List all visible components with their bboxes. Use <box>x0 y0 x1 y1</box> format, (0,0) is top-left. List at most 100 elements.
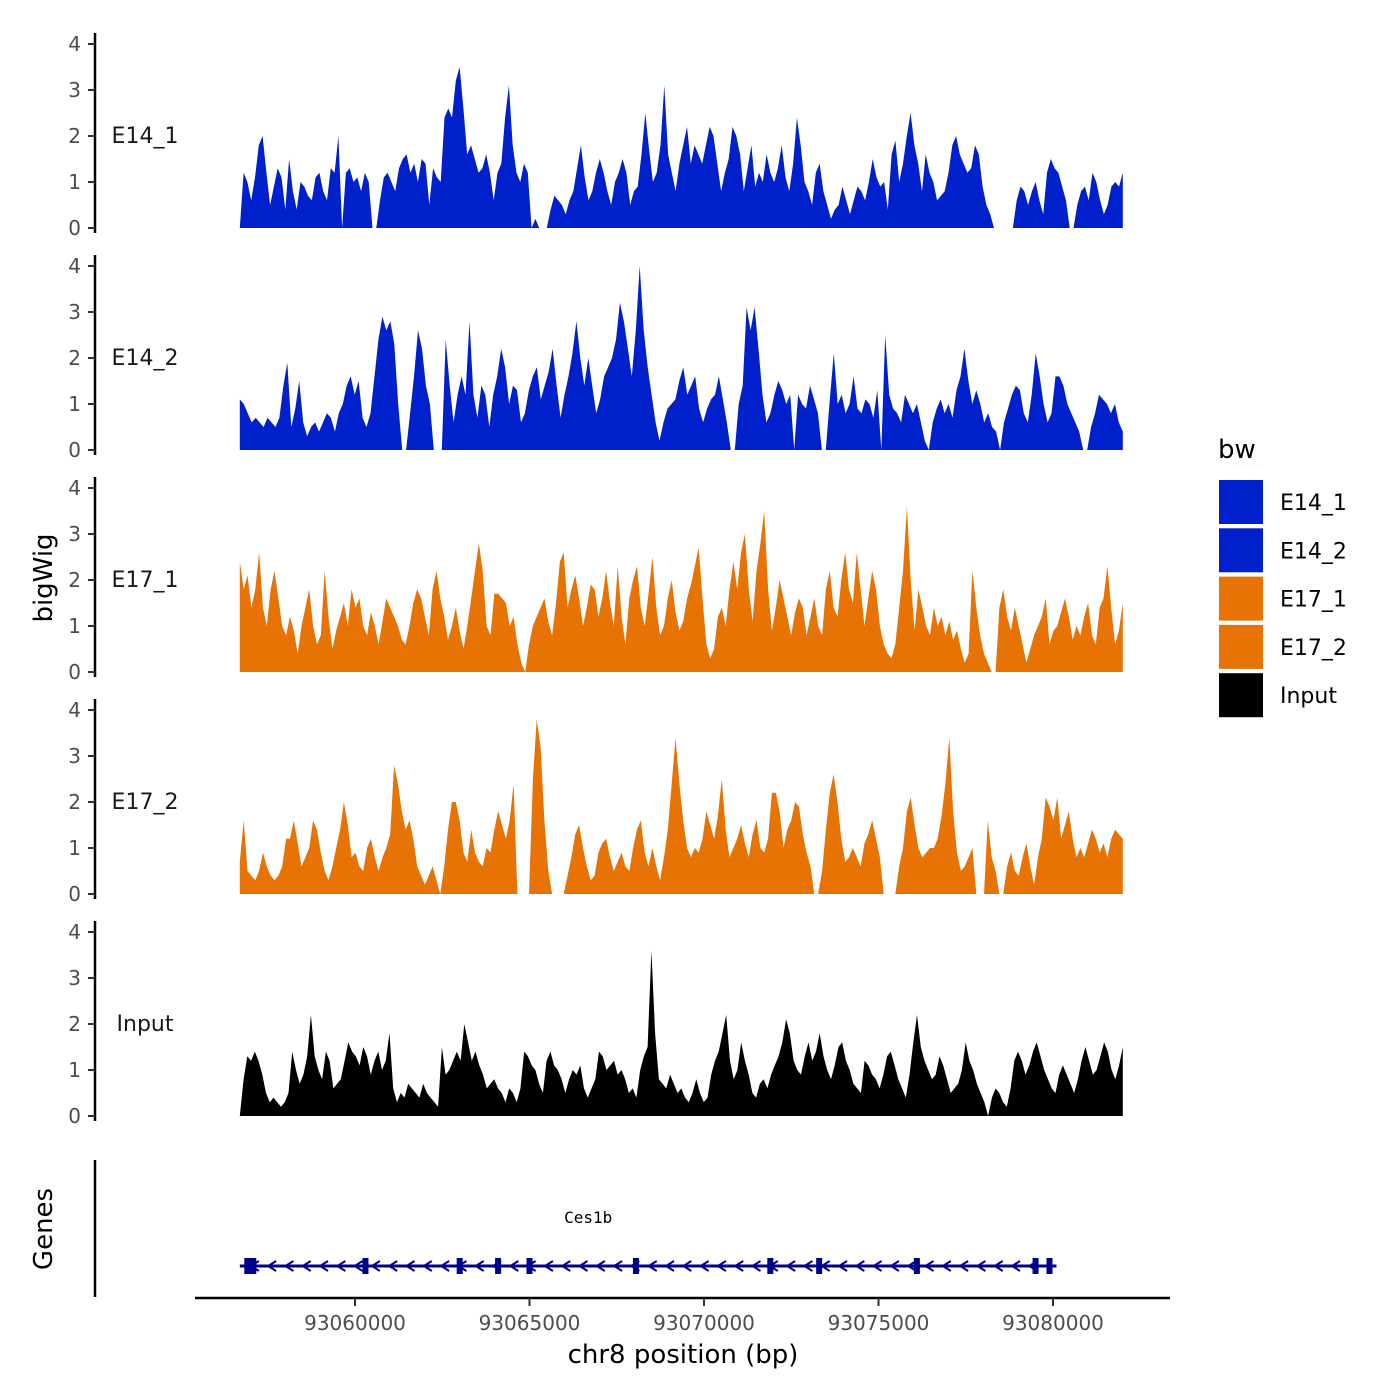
y-tick-label: 3 <box>68 78 81 102</box>
coverage-area-input <box>239 950 1123 1116</box>
y-tick-label: 1 <box>68 170 81 194</box>
gene-model-ces1b: Ces1b <box>239 1208 1057 1274</box>
legend-swatch <box>1219 576 1263 621</box>
strand-arrow <box>871 1260 883 1272</box>
strand-arrow <box>508 1260 519 1272</box>
strand-arrow <box>975 1260 986 1272</box>
exon <box>816 1258 823 1274</box>
x-tick-label: 93070000 <box>653 1311 755 1335</box>
y-tick-label: 3 <box>68 522 81 546</box>
strand-arrow <box>266 1260 277 1272</box>
strand-arrow <box>352 1260 364 1272</box>
exon <box>632 1258 639 1274</box>
strand-arrow <box>923 1260 935 1272</box>
track-label: Input <box>117 1012 174 1037</box>
strand-arrow <box>698 1260 710 1272</box>
y-tick-label: 4 <box>68 254 81 278</box>
strand-arrow <box>612 1260 623 1272</box>
legend-entry-e14_2: E14_2 <box>1219 528 1347 573</box>
legend-label: E14_2 <box>1280 539 1347 564</box>
coverage-area-e14_2 <box>239 266 1123 450</box>
y-tick-label: 2 <box>68 124 81 148</box>
exon <box>526 1258 533 1274</box>
legend-swatch <box>1219 480 1263 524</box>
x-tick-label: 93075000 <box>828 1311 930 1335</box>
strand-arrow <box>318 1260 329 1272</box>
genes-axis-title: Genes <box>29 1188 59 1270</box>
x-axis-title: chr8 position (bp) <box>568 1340 799 1370</box>
strand-arrow <box>958 1260 969 1272</box>
track-label: E17_1 <box>112 568 179 593</box>
strand-arrow <box>750 1260 762 1272</box>
strand-arrow <box>889 1260 900 1272</box>
strand-arrow <box>664 1260 675 1272</box>
legend-entry-e14_1: E14_1 <box>1219 480 1347 524</box>
strand-arrow <box>421 1260 433 1272</box>
strand-arrow <box>543 1260 554 1272</box>
y-tick-label: 2 <box>68 790 81 814</box>
y-tick-label: 1 <box>68 614 81 638</box>
y-tick-label: 3 <box>68 966 81 990</box>
coverage-area-e17_1 <box>239 506 1123 672</box>
strand-arrow <box>992 1260 1004 1272</box>
exon <box>1046 1258 1053 1274</box>
track-panel-e14_2: 0 1 2 3 4 E14_2 <box>68 254 1123 462</box>
y-tick-label: 4 <box>68 698 81 722</box>
strand-arrow <box>1010 1260 1021 1272</box>
y-tick-label: 4 <box>68 920 81 944</box>
y-tick-label: 3 <box>68 744 81 768</box>
track-panel-e14_1: 0 1 2 3 4 E14_1 <box>68 32 1123 240</box>
gene-name-label: Ces1b <box>564 1208 612 1227</box>
strand-arrow <box>854 1260 865 1272</box>
legend-swatch <box>1219 528 1263 573</box>
strand-arrow <box>681 1260 692 1272</box>
strand-arrow <box>335 1260 346 1272</box>
track-panel-input: 0 1 2 3 4 Input <box>68 920 1123 1128</box>
legend-title: bw <box>1218 435 1256 465</box>
x-tick-label: 93065000 <box>479 1311 581 1335</box>
exon <box>456 1258 463 1274</box>
y-tick-label: 1 <box>68 836 81 860</box>
legend-entry-e17_1: E17_1 <box>1219 576 1347 621</box>
track-panel-e17_1: 0 1 2 3 4 E17_1 <box>68 476 1123 684</box>
y-tick-label: 1 <box>68 392 81 416</box>
legend-swatch <box>1219 624 1263 669</box>
legend-label: Input <box>1280 684 1337 709</box>
strand-arrow <box>473 1260 485 1272</box>
strand-arrow <box>733 1260 744 1272</box>
strand-arrow <box>560 1260 571 1272</box>
y-tick-label: 3 <box>68 300 81 324</box>
y-tick-label: 4 <box>68 476 81 500</box>
y-axis-title: bigWig <box>29 533 59 622</box>
strand-arrow <box>300 1260 312 1272</box>
exon <box>495 1258 502 1274</box>
y-tick-label: 0 <box>68 438 81 462</box>
legend-label: E17_2 <box>1280 636 1347 661</box>
track-label: E14_2 <box>112 346 179 371</box>
exon <box>362 1258 369 1274</box>
y-tick-label: 4 <box>68 32 81 56</box>
strand-arrow <box>802 1260 813 1272</box>
y-tick-label: 0 <box>68 660 81 684</box>
strand-arrow <box>370 1260 381 1272</box>
legend-label: E14_1 <box>1280 491 1347 516</box>
strand-arrow <box>387 1260 398 1272</box>
y-tick-label: 2 <box>68 568 81 592</box>
x-tick-label: 93060000 <box>304 1311 406 1335</box>
track-label: E17_2 <box>112 790 179 815</box>
strand-arrow <box>577 1260 589 1272</box>
strand-arrow <box>646 1260 658 1272</box>
y-tick-label: 1 <box>68 1058 81 1082</box>
y-tick-label: 0 <box>68 1104 81 1128</box>
coverage-area-e14_1 <box>239 67 1123 228</box>
y-tick-label: 0 <box>68 216 81 240</box>
legend-label: E17_1 <box>1280 588 1347 613</box>
strand-arrow <box>837 1260 848 1272</box>
exon <box>244 1258 257 1274</box>
y-tick-label: 2 <box>68 346 81 370</box>
y-tick-label: 2 <box>68 1012 81 1036</box>
strand-arrow <box>940 1260 952 1272</box>
exon <box>913 1258 920 1274</box>
legend-entry-e17_2: E17_2 <box>1219 624 1347 669</box>
